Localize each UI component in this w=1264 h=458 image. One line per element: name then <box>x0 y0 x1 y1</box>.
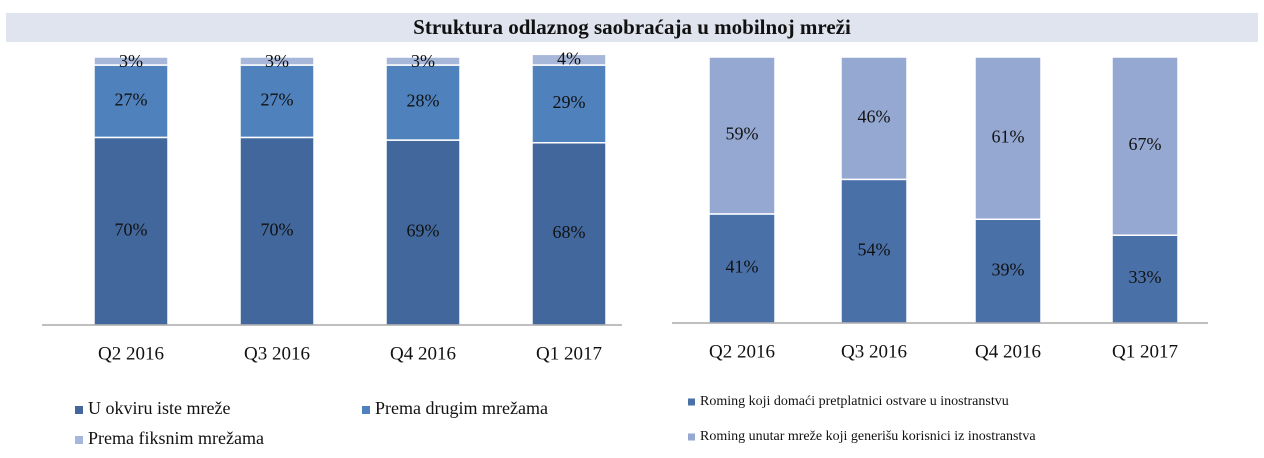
bar-segment <box>239 56 315 66</box>
data-label: 28% <box>407 91 440 111</box>
data-label: 68% <box>553 222 586 242</box>
data-label: 54% <box>858 239 891 259</box>
data-label: 4% <box>557 48 581 68</box>
title-banner <box>6 13 1258 42</box>
x-tick-label: Q2 2016 <box>98 343 164 364</box>
chart-title: Struktura odlaznog saobraćaja u mobilnoj… <box>413 15 851 39</box>
bar-segment <box>1111 56 1179 236</box>
data-label: 3% <box>119 51 143 71</box>
data-label: 70% <box>261 219 294 239</box>
data-label: 3% <box>265 51 289 71</box>
legend-label: Prema fiksnim mrežama <box>88 428 264 448</box>
legend-label: Roming koji domaći pretplatnici ostvare … <box>700 394 1009 409</box>
bar-segment <box>974 218 1042 324</box>
data-label: 39% <box>992 259 1025 279</box>
bar-segment <box>1111 234 1179 324</box>
bar-segment <box>840 178 908 324</box>
data-label: 3% <box>411 51 435 71</box>
data-label: 70% <box>115 219 148 239</box>
data-label: 41% <box>726 257 759 277</box>
legend-swatch <box>75 406 83 414</box>
data-label: 27% <box>115 89 148 109</box>
legend-swatch <box>362 406 370 414</box>
x-tick-label: Q4 2016 <box>975 341 1041 362</box>
data-label: 59% <box>726 124 759 144</box>
bar-segment <box>708 56 776 215</box>
bar-segment <box>93 56 169 66</box>
legend-label: Roming unutar mreže koji generišu korisn… <box>700 429 1036 444</box>
bar-segment <box>840 56 908 181</box>
data-label: 27% <box>261 89 294 109</box>
legend-label: Prema drugim mrežama <box>375 398 548 418</box>
legend-swatch <box>688 433 695 441</box>
x-tick-label: Q1 2017 <box>1112 341 1178 362</box>
data-label: 69% <box>407 221 440 241</box>
bar-segment <box>531 64 607 144</box>
bar-segment <box>93 136 169 326</box>
legend-swatch <box>75 436 83 444</box>
x-tick-label: Q2 2016 <box>709 341 775 362</box>
data-label: 61% <box>992 126 1025 146</box>
legend-label: U okviru iste mreže <box>88 398 230 418</box>
x-tick-label: Q3 2016 <box>244 343 310 364</box>
bar-segment <box>708 213 776 324</box>
data-label: 33% <box>1129 267 1162 287</box>
data-label: 29% <box>553 92 586 112</box>
legend-swatch <box>688 398 695 406</box>
bar-segment <box>385 64 461 141</box>
x-tick-label: Q1 2017 <box>536 343 602 364</box>
bar-segment <box>974 56 1042 221</box>
data-label: 67% <box>1129 134 1162 154</box>
bar-segment <box>385 139 461 326</box>
x-tick-label: Q4 2016 <box>390 343 456 364</box>
data-label: 46% <box>858 106 891 126</box>
x-tick-label: Q3 2016 <box>841 341 907 362</box>
bar-segment <box>531 53 607 66</box>
bar-segment <box>385 56 461 66</box>
